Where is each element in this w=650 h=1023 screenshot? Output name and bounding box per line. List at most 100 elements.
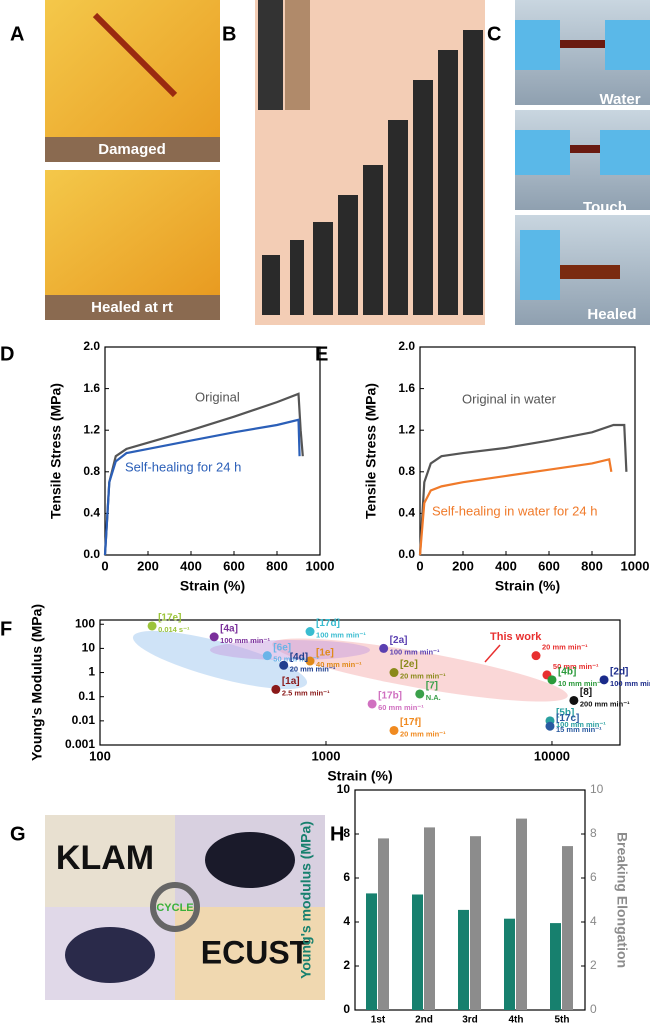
x-tick-label: 800 — [581, 558, 603, 573]
point — [306, 627, 315, 636]
point — [379, 644, 388, 653]
point-label: [4b] — [558, 666, 576, 677]
series-label: Self-healing for 24 h — [125, 459, 241, 474]
y-tick-label: 0.8 — [398, 464, 415, 478]
point-label: [8] — [580, 687, 592, 698]
y-tick-label: 10 — [82, 641, 96, 655]
point-note: 0.014 s⁻¹ — [158, 625, 190, 634]
y-tick-label: 1.6 — [83, 381, 100, 395]
point — [532, 651, 541, 660]
series-label: Original in water — [462, 391, 557, 406]
sample — [560, 40, 605, 48]
y2-tick-label: 8 — [590, 826, 597, 840]
annotation: This work — [490, 631, 542, 643]
x-tick-label: 3rd — [462, 1015, 478, 1023]
bar — [378, 838, 389, 1010]
point-note: 20 mm min⁻¹ — [400, 672, 446, 681]
caption: ECUST — [201, 934, 310, 970]
point — [390, 668, 399, 677]
point — [545, 722, 554, 731]
caption: Touch — [583, 199, 627, 216]
y-tick-label: 0.0 — [83, 547, 100, 561]
point-label: [17f] — [400, 717, 421, 728]
point — [148, 621, 157, 630]
line — [105, 420, 300, 555]
point-label: [4d] — [290, 652, 308, 663]
point-note: 20 mm min⁻¹ — [290, 664, 336, 673]
point-label: [2d] — [610, 666, 628, 677]
y-axis-label: Tensile Stress (MPa) — [48, 383, 64, 519]
caption: Healed — [587, 306, 636, 323]
point — [547, 675, 556, 684]
x-tick-label: 1st — [371, 1015, 386, 1023]
point-label: [2a] — [390, 635, 408, 646]
y2-tick-label: 2 — [590, 958, 597, 972]
x-tick-label: 5th — [555, 1015, 570, 1023]
x-tick-label: 2nd — [415, 1015, 433, 1023]
bar — [424, 827, 435, 1010]
y-tick-label: 2 — [343, 958, 350, 972]
x-tick-label: 1000 — [621, 558, 650, 573]
point-label: [17e] — [158, 613, 181, 624]
point-label: [4a] — [220, 624, 238, 635]
point-note: 100 mm min⁻¹ — [316, 631, 366, 640]
series-label: Self-healing in water for 24 h — [432, 503, 597, 518]
bar — [516, 819, 527, 1010]
y-axis-label: Young's modulus (MPa) — [298, 821, 314, 979]
y-tick-label: 0.01 — [72, 713, 96, 727]
point — [600, 675, 609, 684]
y-axis-label: Young's Modulus (MPa) — [29, 604, 45, 761]
y-tick-label: 100 — [75, 616, 95, 630]
x-axis-label: Strain (%) — [495, 578, 560, 594]
y-tick-label: 6 — [343, 870, 350, 884]
point — [210, 632, 219, 641]
bar — [562, 846, 573, 1010]
bar — [366, 893, 377, 1010]
point — [271, 685, 280, 694]
x-tick-label: 10000 — [534, 748, 570, 763]
point — [390, 726, 399, 735]
panel-letter: G — [10, 823, 26, 845]
y-axis-label: Tensile Stress (MPa) — [363, 383, 379, 519]
y-tick-label: 1.2 — [83, 422, 100, 436]
y-tick-label: 4 — [343, 914, 350, 928]
y-tick-label: 0.0 — [398, 547, 415, 561]
point — [569, 696, 578, 705]
point-note: 60 mm min⁻¹ — [378, 703, 424, 712]
y-tick-label: 2.0 — [398, 339, 415, 353]
point — [263, 651, 272, 660]
caption: Healed at rt — [91, 299, 173, 316]
y2-tick-label: 10 — [590, 782, 604, 796]
point-label: [2e] — [400, 659, 418, 670]
point — [279, 661, 288, 670]
x-tick-label: 400 — [180, 558, 202, 573]
point-note: N.A. — [426, 693, 441, 702]
figure: Damaged Healed at rt Water Touch Healed … — [0, 0, 650, 1023]
x-tick-label: 400 — [495, 558, 517, 573]
panel-letter: F — [0, 618, 12, 640]
caption: CYCLE — [156, 902, 193, 914]
point-note: 20 mm min⁻¹ — [400, 729, 446, 738]
y-tick-label: 1.6 — [398, 381, 415, 395]
y-tick-label: 0 — [343, 1002, 350, 1016]
point-label: [17d] — [316, 618, 340, 629]
x-axis-label: Strain (%) — [180, 578, 245, 594]
y-tick-label: 0.1 — [78, 689, 95, 703]
point — [368, 699, 377, 708]
panel-letter: H — [330, 823, 344, 845]
pieces — [65, 927, 155, 983]
sample — [560, 265, 620, 279]
point-note: 2.5 mm min⁻¹ — [282, 688, 330, 697]
y2-axis-label: Breaking Elongation — [614, 832, 630, 968]
point — [415, 689, 424, 698]
x-tick-label: 600 — [223, 558, 245, 573]
point-note: 100 mm min⁻¹ — [610, 679, 650, 688]
panel-letter: C — [487, 23, 501, 45]
point-label: [6e] — [273, 642, 291, 653]
y-tick-label: 0.8 — [83, 464, 100, 478]
x-tick-label: 800 — [266, 558, 288, 573]
panel-letter: A — [10, 23, 24, 45]
point-label: [17c] — [556, 713, 579, 724]
y2-tick-label: 4 — [590, 914, 597, 928]
x-tick-label: 4th — [509, 1015, 524, 1023]
